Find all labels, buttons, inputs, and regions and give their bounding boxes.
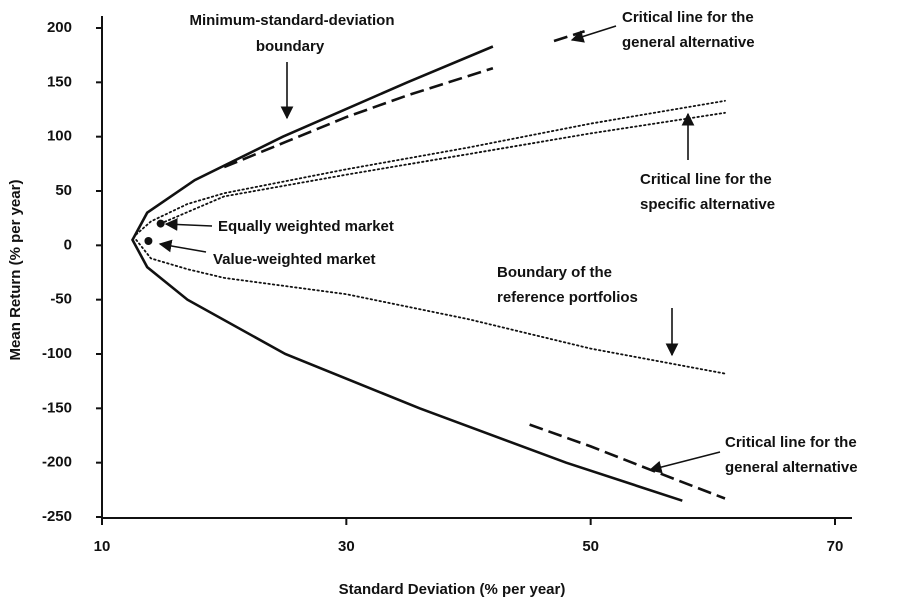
- series-line: [135, 239, 726, 375]
- annotation: Equally weighted market: [218, 218, 394, 235]
- annotation: Critical line for the: [640, 171, 772, 188]
- y-tick-label: -250: [42, 508, 72, 525]
- x-axis-label: Standard Deviation (% per year): [339, 581, 566, 598]
- y-tick-label: -150: [42, 399, 72, 416]
- arrow: [158, 239, 207, 253]
- y-tick-label: 0: [64, 236, 72, 253]
- y-tick-label: -200: [42, 454, 72, 471]
- y-tick-label: 100: [47, 128, 72, 145]
- y-tick-label: -100: [42, 345, 72, 362]
- annotation: Critical line for the: [622, 9, 754, 26]
- annotation: Minimum-standard-deviation: [189, 12, 394, 29]
- series-line: [135, 99, 726, 236]
- annotation: Critical line for the: [725, 434, 857, 451]
- annotation: Boundary of the: [497, 264, 612, 281]
- series-line: [131, 45, 683, 502]
- annotation: general alternative: [622, 34, 755, 51]
- annotation: reference portfolios: [497, 289, 638, 306]
- x-tick-label: 10: [94, 538, 111, 555]
- arrow: [648, 451, 721, 474]
- annotation: Value-weighted market: [213, 251, 376, 268]
- point: [144, 236, 153, 245]
- annotation: specific alternative: [640, 196, 775, 213]
- x-tick-label: 50: [582, 538, 599, 555]
- y-tick-label: 50: [55, 182, 72, 199]
- x-tick-label: 30: [338, 538, 355, 555]
- y-tick-label: 200: [47, 19, 72, 36]
- annotation: general alternative: [725, 459, 858, 476]
- series-line: [529, 423, 726, 500]
- y-tick-label: 150: [47, 73, 72, 90]
- x-tick-label: 70: [827, 538, 844, 555]
- arrow: [164, 218, 213, 231]
- series-line: [159, 111, 726, 225]
- y-tick-label: -50: [50, 291, 72, 308]
- series-line: [223, 30, 585, 169]
- point: [156, 219, 165, 228]
- arrow: [570, 25, 617, 43]
- annotation: boundary: [256, 38, 325, 55]
- y-axis-label: Mean Return (% per year): [7, 180, 24, 361]
